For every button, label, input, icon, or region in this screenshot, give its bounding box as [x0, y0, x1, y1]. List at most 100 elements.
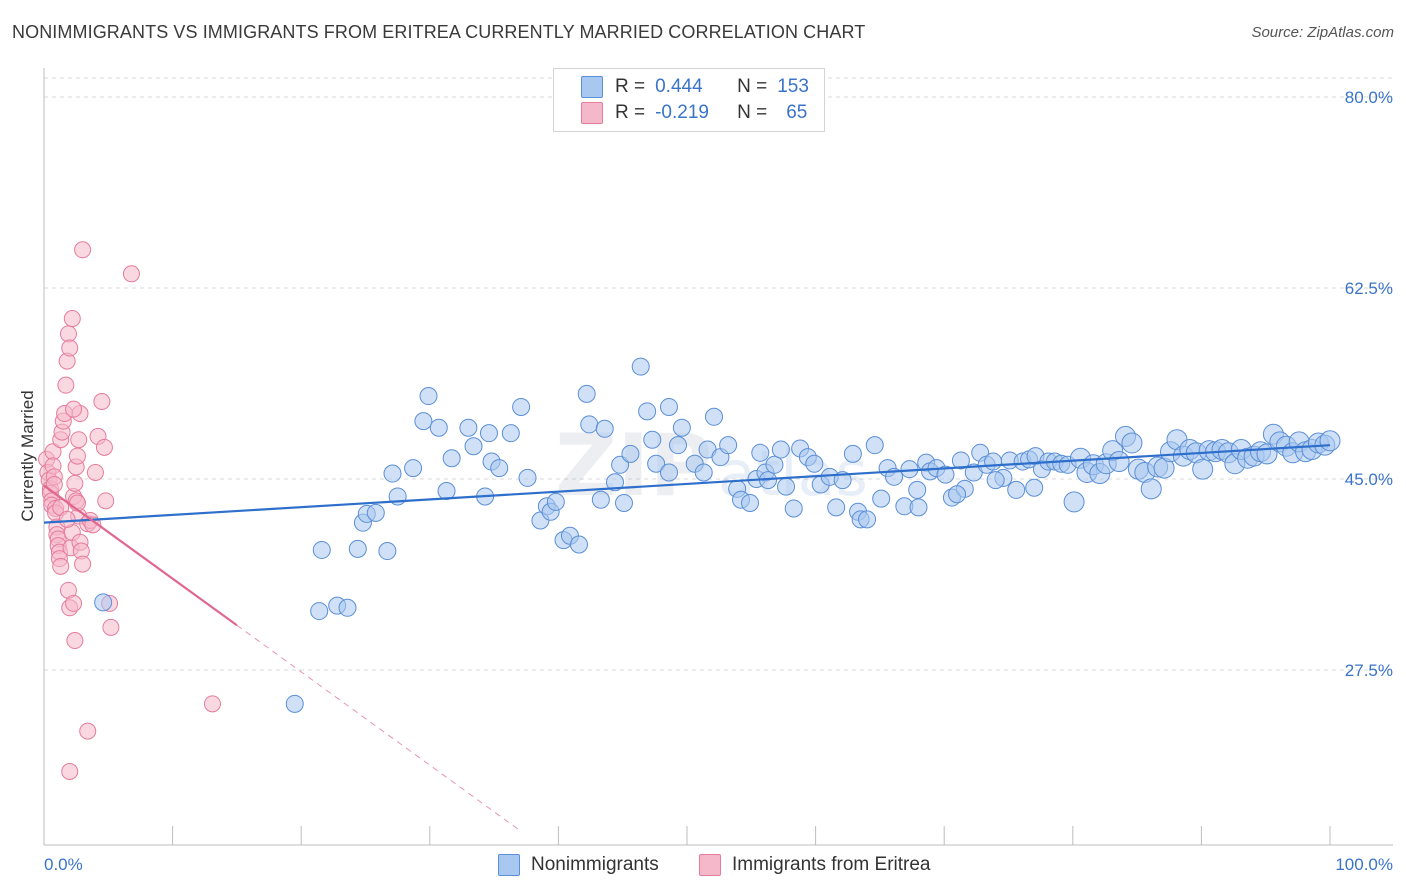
nonimmigrant-point: [638, 402, 657, 421]
eritrea-point: [74, 241, 92, 259]
nonimmigrant-point: [591, 490, 610, 509]
bottom-legend-swatch-pink: [699, 854, 721, 876]
nonimmigrant-point: [843, 444, 862, 463]
nonimmigrant-point: [1192, 458, 1214, 480]
nonimmigrant-point: [1025, 478, 1044, 497]
x-tick-label: 0.0%: [44, 855, 83, 874]
eritrea-point: [66, 474, 84, 492]
eritrea-point: [68, 447, 86, 465]
nonimmigrant-point: [338, 598, 357, 617]
nonimmigrant-point: [383, 464, 402, 483]
legend-row-nonimmigrants: R = 0.444 N = 153: [554, 74, 809, 100]
nonimmigrant-point: [595, 419, 614, 438]
nonimmigrant-point: [479, 424, 498, 443]
nonimmigrant-point: [865, 436, 884, 455]
nonimmigrant-point: [1140, 478, 1162, 500]
nonimmigrant-point: [580, 415, 599, 434]
eritrea-point: [79, 722, 97, 740]
eritrea-point: [66, 632, 84, 650]
legend-n-value: 153: [777, 76, 809, 97]
y-axis-label: Currently Married: [18, 390, 37, 522]
legend-r-value: 0.444: [655, 76, 703, 97]
bottom-legend-label: Immigrants from Eritrea: [732, 854, 931, 875]
stats-legend: R = 0.444 N = 153 R = -0.219 N = 65: [553, 68, 825, 132]
eritrea-point: [63, 310, 81, 328]
nonimmigrant-point: [765, 455, 784, 474]
y-tick-label: 27.5%: [1345, 661, 1393, 680]
nonimmigrant-point: [404, 459, 423, 478]
bottom-legend-eritrea: Immigrants from Eritrea: [699, 852, 930, 878]
nonimmigrant-point: [647, 454, 666, 473]
nonimmigrant-point: [643, 430, 662, 449]
nonimmigrant-point: [605, 473, 624, 492]
legend-row-eritrea: R = -0.219 N = 65: [554, 100, 807, 126]
source-credit: Source: ZipAtlas.com: [1251, 24, 1394, 41]
x-tick-label: 100.0%: [1335, 855, 1393, 874]
eritrea-point: [61, 763, 79, 781]
nonimmigrant-point: [1108, 451, 1130, 473]
nonimmigrant-point: [784, 499, 803, 518]
y-tick-label: 62.5%: [1345, 279, 1393, 298]
legend-r-label: R =: [615, 76, 646, 97]
tick-labels: 27.5% 45.0% 62.5% 80.0% 0.0% 100.0%: [44, 88, 1393, 874]
legend-n-value: 65: [786, 102, 808, 123]
eritrea-point: [58, 510, 76, 528]
trendlines: [43, 444, 1331, 831]
legend-n-label: N =: [737, 102, 768, 123]
nonimmigrant-point: [909, 498, 928, 517]
eritrea-point: [65, 400, 83, 418]
eritrea-point: [59, 325, 77, 343]
legend-swatch-blue: [581, 76, 603, 98]
bottom-legend-swatch-blue: [498, 854, 520, 876]
y-tick-label: 80.0%: [1345, 88, 1393, 107]
nonimmigrant-point: [614, 494, 633, 513]
nonimmigrant-point: [672, 418, 691, 437]
nonimmigrant-point: [827, 498, 846, 517]
nonimmigrant-point: [501, 424, 520, 443]
eritrea-point: [61, 339, 79, 357]
nonimmigrant-point: [771, 440, 790, 459]
nonimmigrant-point: [518, 468, 537, 487]
nonimmigrant-point: [1121, 432, 1143, 454]
nonimmigrant-point: [777, 477, 796, 496]
nonimmigrant-point: [805, 454, 824, 473]
eritrea-point: [95, 438, 113, 456]
nonimmigrant-point: [378, 542, 397, 561]
nonimmigrant-point: [741, 494, 760, 513]
nonimmigrants-points: [94, 357, 1341, 713]
nonimmigrant-point: [984, 452, 1003, 471]
nonimmigrant-point: [668, 436, 687, 455]
nonimmigrant-point: [459, 418, 478, 437]
nonimmigrant-point: [694, 463, 713, 482]
nonimmigrant-point: [577, 384, 596, 403]
eritrea-trendline: [43, 484, 238, 627]
nonimmigrant-point: [464, 437, 483, 456]
nonimmigrant-point: [348, 539, 367, 558]
nonimmigrant-point: [936, 465, 955, 484]
legend-r-value: -0.219: [655, 102, 709, 123]
nonimmigrants-trendline: [43, 444, 1331, 524]
nonimmigrant-point: [858, 510, 877, 529]
immigrants-eritrea-points: [38, 241, 221, 781]
nonimmigrant-point: [719, 436, 738, 455]
nonimmigrant-point: [442, 449, 461, 468]
eritrea-point: [203, 695, 221, 713]
nonimmigrant-point: [621, 444, 640, 463]
nonimmigrant-point: [414, 412, 433, 431]
nonimmigrant-point: [1319, 430, 1341, 452]
nonimmigrant-point: [429, 418, 448, 437]
nonimmigrant-point: [659, 463, 678, 482]
eritrea-point: [70, 431, 88, 449]
nonimmigrant-point: [310, 602, 329, 621]
nonimmigrant-point: [948, 485, 967, 504]
legend-swatch-pink: [581, 102, 603, 124]
y-tick-label: 45.0%: [1345, 470, 1393, 489]
eritrea-point: [122, 265, 140, 283]
nonimmigrant-point: [1007, 480, 1026, 499]
nonimmigrant-point: [751, 443, 770, 462]
eritrea-point: [86, 463, 104, 481]
nonimmigrant-point: [659, 397, 678, 416]
eritrea-point: [102, 618, 120, 636]
eritrea-point: [65, 594, 83, 612]
